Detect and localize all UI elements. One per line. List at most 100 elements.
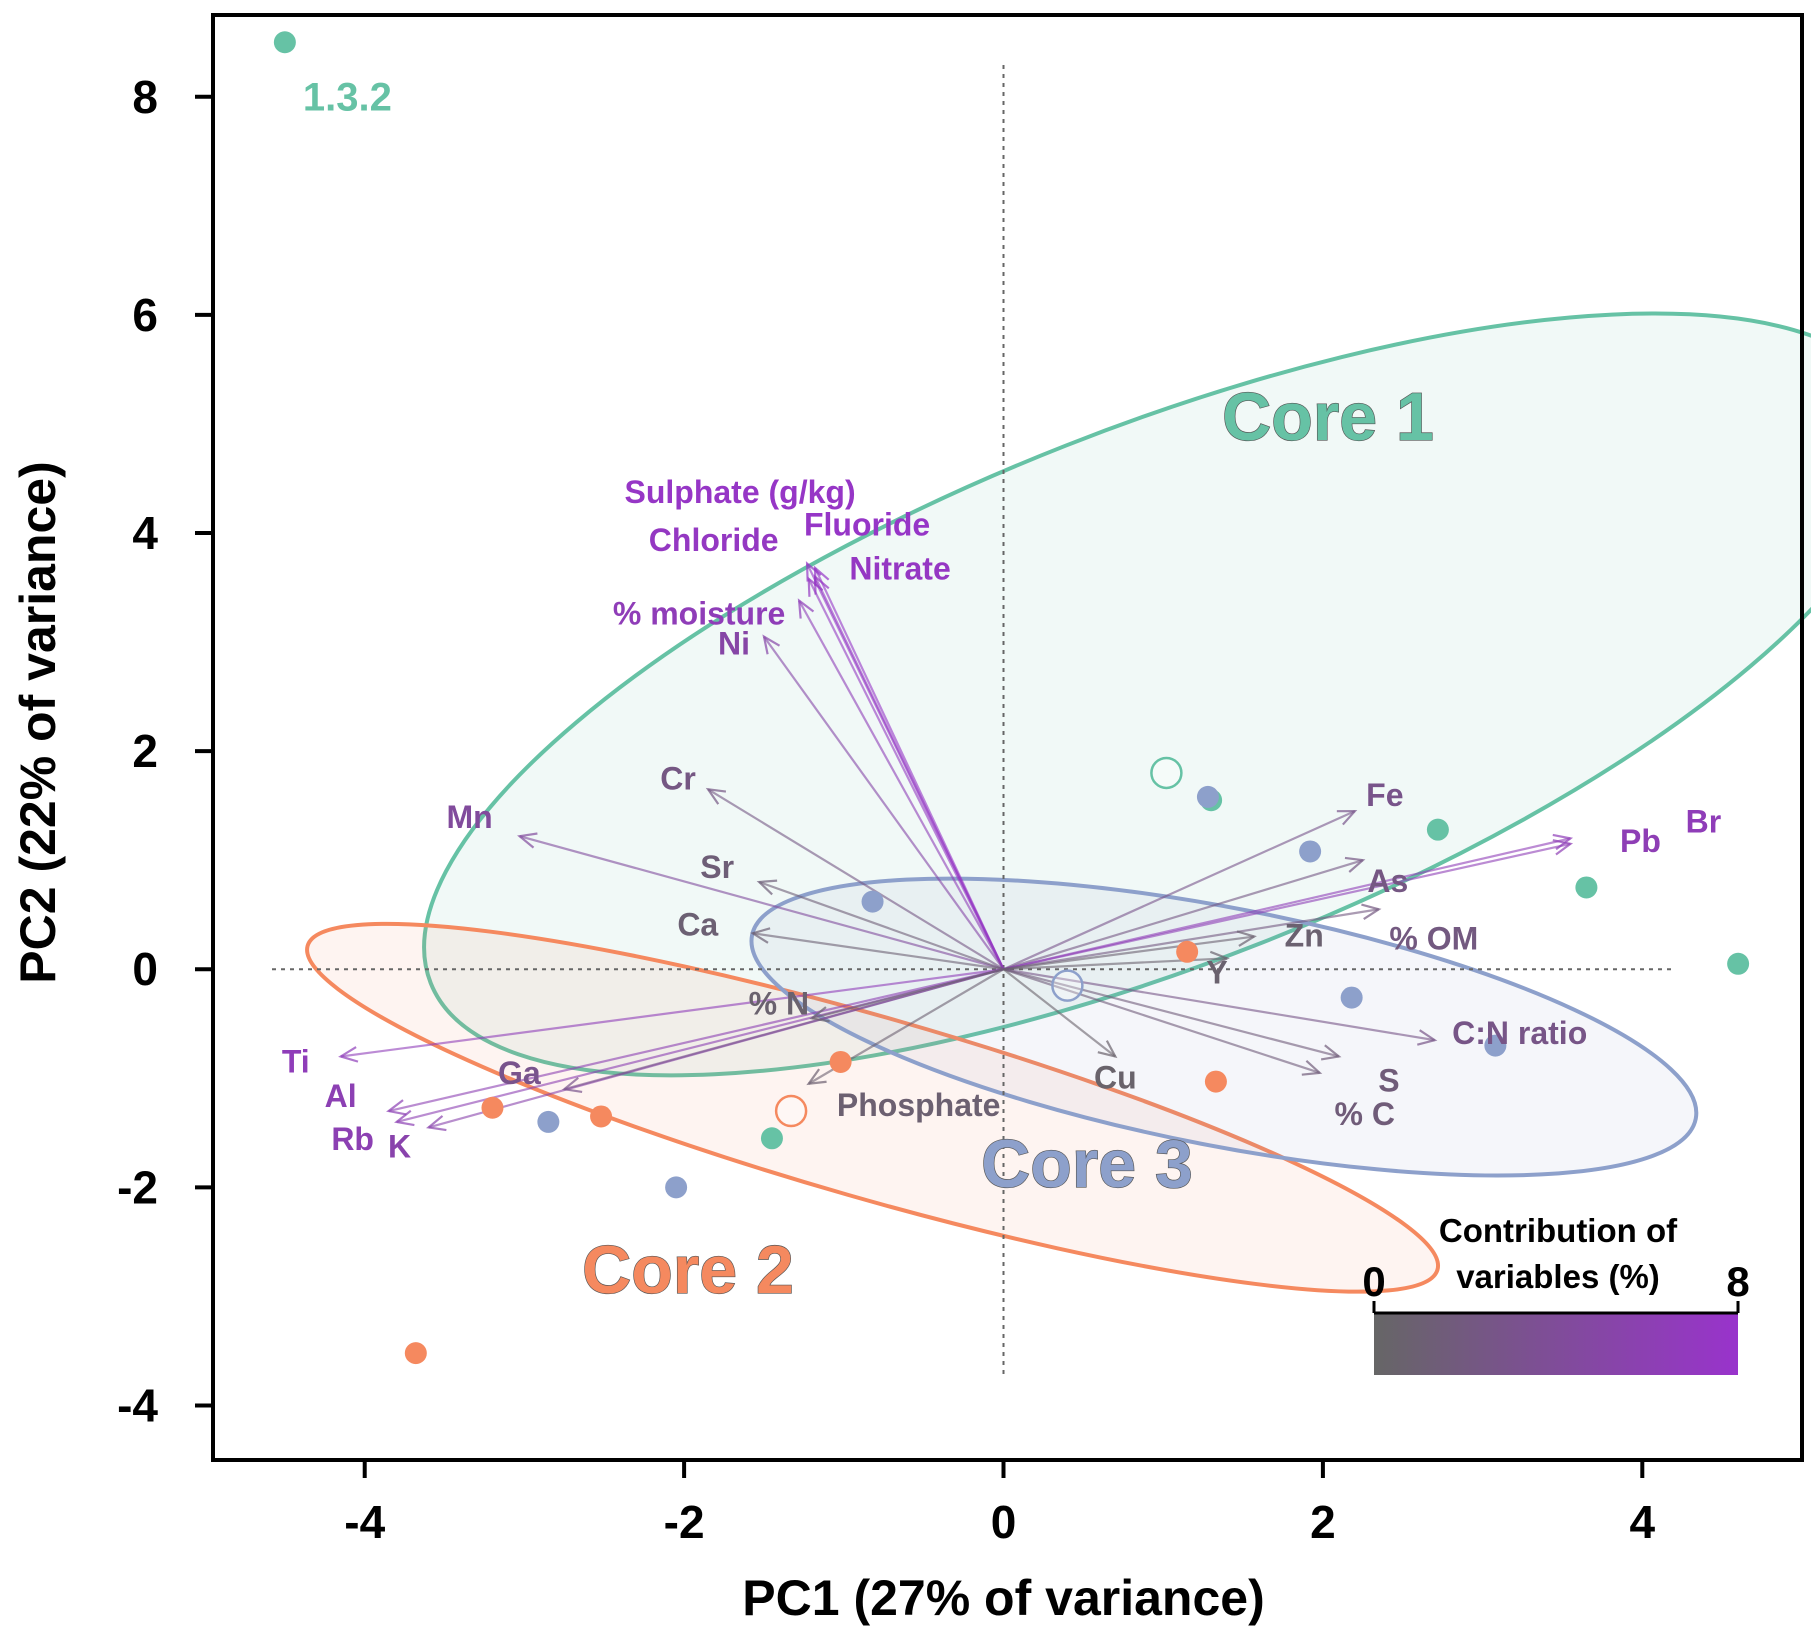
x-tick-label: -2 [664,1496,705,1548]
cr-arrow [707,788,1005,971]
core-3-sample-point [665,1176,688,1199]
c-arrowhead [1301,1059,1323,1076]
cu-variable-label: Cu [1094,1059,1137,1095]
core-2-sample-point [1204,1070,1227,1093]
br-variable-label: Br [1686,803,1722,839]
al-arrow [388,968,1004,1113]
mn-variable-label: Mn [447,799,493,835]
sr-arrowhead [756,879,778,896]
om-arrow [1003,908,1379,971]
rb-arrowhead [394,1109,415,1127]
core-3-sample-point [861,890,884,913]
core-1-sample-point [1426,818,1449,841]
s-arrowhead [1320,1044,1342,1061]
x-tick-label: 0 [991,1496,1017,1548]
sr-variable-label: Sr [700,849,734,885]
s-variable-label: S [1378,1062,1399,1098]
core-2-confidence-ellipse [305,921,1441,1294]
x-axis-title: PC1 (27% of variance) [742,1570,1264,1626]
ga-arrowhead [561,1076,583,1094]
sr-arrow [758,880,1004,971]
core-2-sample-point [1176,940,1199,963]
y-tick-label: 4 [132,507,158,559]
ni-arrowhead [762,634,781,655]
moisture-arrow [798,600,1005,970]
ti-variable-label: Ti [282,1043,310,1079]
nitrate-variable-label: Nitrate [849,551,950,587]
br-arrow [1003,837,1571,971]
pb-variable-label: Pb [1620,823,1661,859]
c-n-ratio-arrowhead [1417,1029,1438,1046]
zn-arrow [1003,935,1255,971]
core-3-sample-point [1340,986,1363,1009]
legend-title-line1: Contribution of [1439,1212,1678,1249]
as-arrowhead [1344,856,1366,873]
rb-variable-label: Rb [331,1121,374,1157]
cu-arrowhead [1097,1040,1118,1059]
core-1-confidence-ellipse [422,311,1811,1078]
cu-arrow [1002,968,1116,1058]
ti-arrowhead [338,1046,359,1063]
y-tick-label: 0 [132,943,158,995]
om-arrowhead [1361,903,1382,921]
y-arrowhead [1209,950,1230,968]
ti-arrow [340,968,1004,1058]
cr-arrowhead [705,787,727,805]
as-variable-label: As [1367,863,1408,899]
legend-title-line2: variables (%) [1456,1258,1660,1295]
core-3-sample-point [537,1110,560,1133]
ni-variable-label: Ni [718,626,750,662]
ga-variable-label: Ga [498,1055,541,1091]
c-n-ratio-variable-label: C:N ratio [1452,1015,1587,1051]
chloride-variable-label: Chloride [649,522,779,558]
n-variable-label: % N [749,985,809,1021]
y-tick-label: 2 [132,725,158,777]
x-tick-label: 2 [1310,1496,1336,1548]
y-variable-label: Y [1206,954,1227,990]
fe-arrowhead [1336,810,1358,826]
al-arrowhead [386,1099,407,1116]
y-tick-label: 6 [132,289,158,341]
fe-arrow [1003,810,1356,971]
zn-arrowhead [1236,930,1257,947]
c-variable-label: % C [1334,1096,1394,1132]
core-3-sample-point [1299,840,1322,863]
core-3-centroid-marker [1051,969,1084,1002]
as-arrow [1003,859,1364,971]
outlier-sample-label: 1.3.2 [303,75,392,119]
fluoride-variable-label: Fluoride [804,507,930,543]
moisture-variable-label: % moisture [613,596,785,632]
core-3-sample-point [1196,785,1219,808]
ca-arrow [752,932,1004,971]
nitrate-arrowhead [813,574,830,595]
fe-variable-label: Fe [1366,777,1403,813]
legend-min-label: 0 [1362,1258,1385,1305]
fluoride-arrowhead [805,561,822,582]
mn-arrow [519,835,1004,971]
ca-variable-label: Ca [677,906,718,942]
y-tick-label: -4 [117,1379,158,1431]
core-3-group-label: Core 3 [981,1126,1193,1202]
core-1-sample-point [1727,952,1750,975]
plot-frame [211,13,1804,1462]
legend-max-label: 8 [1726,1258,1749,1305]
mn-arrowhead [517,832,538,849]
om-variable-label: % OM [1389,920,1478,956]
y-tick-label: 8 [132,71,158,123]
core-2-sample-point [590,1105,613,1128]
core-1-centroid-marker [1150,756,1183,790]
core-2-group-label: Core 2 [582,1232,794,1308]
core-1-sample-point [760,1127,783,1150]
phosphate-arrowhead [806,1068,827,1086]
n-arrow [811,968,1004,1020]
cr-variable-label: Cr [660,760,696,796]
sulphate-g-kg-variable-label: Sulphate (g/kg) [625,474,856,510]
core-1-group-label: Core 1 [1222,379,1434,455]
br-arrowhead [1552,833,1574,851]
c-arrow [1003,968,1321,1074]
core-1-sample-point [273,31,296,54]
k-arrowhead [425,1115,447,1132]
contribution-colorbar [1374,1313,1738,1375]
core-2-sample-point [481,1096,504,1119]
